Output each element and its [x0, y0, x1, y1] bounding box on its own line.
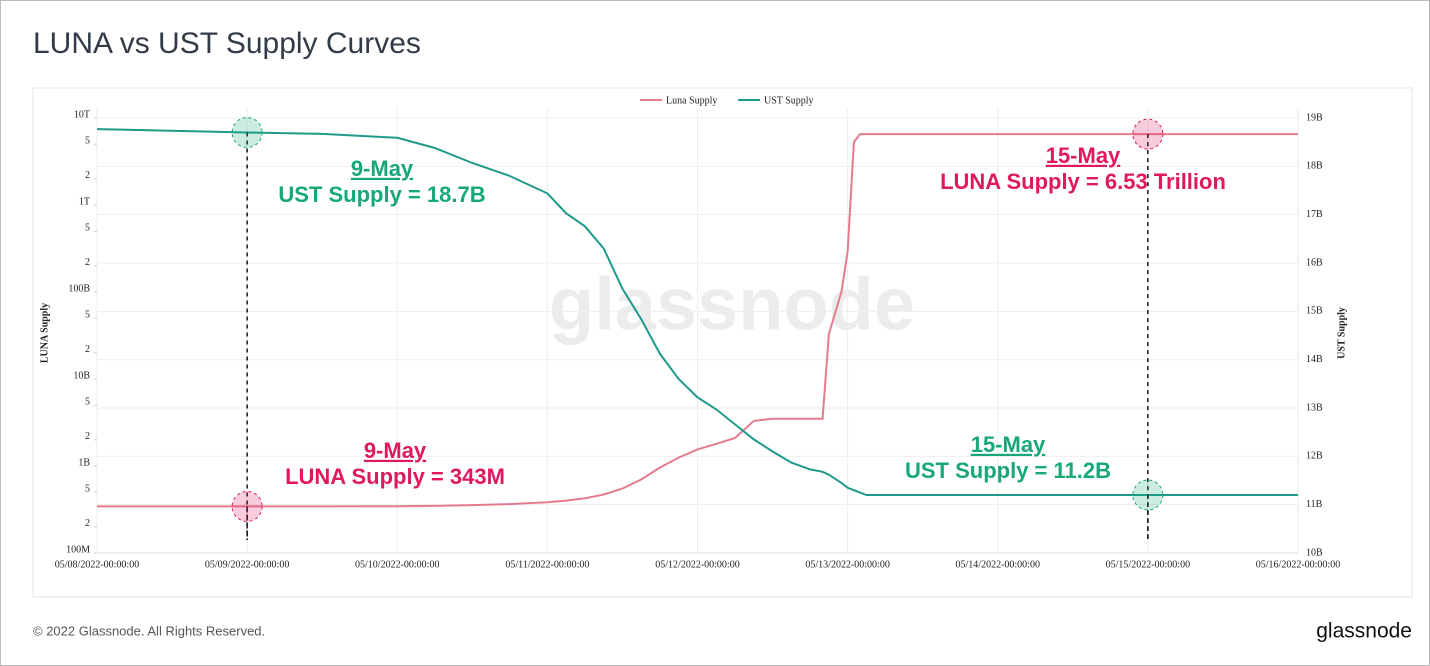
x-tick-label: 05/16/2022-00:00:00 [1256, 559, 1340, 570]
annotation-title: 9-May [351, 156, 414, 181]
logo: glassnode [1316, 620, 1412, 643]
annotation-title: 15-May [971, 432, 1046, 457]
watermark: glassnode [549, 263, 915, 346]
annotation-marker [1132, 479, 1164, 511]
y-tick-label: 5 [85, 222, 90, 233]
x-tick-label: 05/12/2022-00:00:00 [655, 559, 739, 570]
y-tick-label: 5 [85, 309, 90, 320]
annotation-marker [231, 117, 263, 148]
y-tick-label: 100B [68, 283, 90, 294]
annotation-title: 15-May [1046, 143, 1121, 168]
y-tick-label: 100M [66, 544, 90, 555]
annotation-marker [231, 490, 263, 522]
series-line [96, 128, 1298, 496]
y-tick-label: 2 [85, 257, 90, 268]
annotation-text: UST Supply = 18.7B [278, 182, 485, 207]
y2-tick-label: 14B [1306, 354, 1323, 365]
annotation-text: UST Supply = 11.2B [905, 458, 1111, 483]
legend-label: UST Supply [764, 95, 814, 106]
y-tick-label: 1B [78, 457, 90, 468]
y2-axis-title: UST Supply [1336, 307, 1347, 359]
title: LUNA vs UST Supply Curves [33, 27, 421, 60]
y2-tick-label: 17B [1306, 209, 1323, 220]
y-tick-label: 5 [85, 483, 90, 494]
x-tick-label: 05/13/2022-00:00:00 [805, 559, 889, 570]
x-tick-label: 05/14/2022-00:00:00 [956, 559, 1040, 570]
y-tick-label: 2 [85, 170, 90, 181]
annotation-title: 9-May [364, 438, 427, 463]
y-tick-label: 5 [85, 135, 90, 146]
y-tick-label: 1T [79, 196, 90, 207]
y2-tick-label: 16B [1306, 257, 1323, 268]
y-tick-label: 2 [85, 344, 90, 355]
y2-tick-label: 19B [1306, 112, 1323, 123]
series-line [97, 133, 1298, 508]
x-tick-label: 05/10/2022-00:00:00 [355, 559, 439, 570]
y2-tick-label: 15B [1306, 306, 1323, 317]
legend-label: Luna Supply [666, 95, 717, 106]
y-tick-label: 5 [85, 396, 90, 407]
y2-tick-label: 13B [1306, 402, 1323, 413]
y-tick-label: 10T [74, 109, 90, 120]
y-tick-label: 10B [73, 370, 90, 381]
y-tick-label: 2 [85, 518, 90, 529]
annotation-marker [1132, 118, 1164, 150]
annotation-text: LUNA Supply = 6.53 Trillion [940, 169, 1226, 194]
y2-tick-label: 18B [1306, 161, 1323, 172]
chart-frame [32, 87, 1413, 598]
y2-tick-label: 10B [1306, 547, 1323, 558]
y2-tick-label: 11B [1306, 499, 1323, 510]
y-tick-label: 2 [85, 431, 90, 442]
x-tick-label: 05/15/2022-00:00:00 [1106, 559, 1190, 570]
x-tick-label: 05/08/2022-00:00:00 [55, 559, 139, 570]
x-tick-label: 05/11/2022-00:00:00 [505, 559, 589, 570]
footer: © 2022 Glassnode. All Rights Reserved. [33, 623, 265, 638]
y-axis-title: LUNA Supply [39, 303, 50, 363]
x-tick-label: 05/09/2022-00:00:00 [205, 559, 289, 570]
y2-tick-label: 12B [1306, 451, 1323, 462]
annotation-text: LUNA Supply = 343M [285, 464, 505, 489]
